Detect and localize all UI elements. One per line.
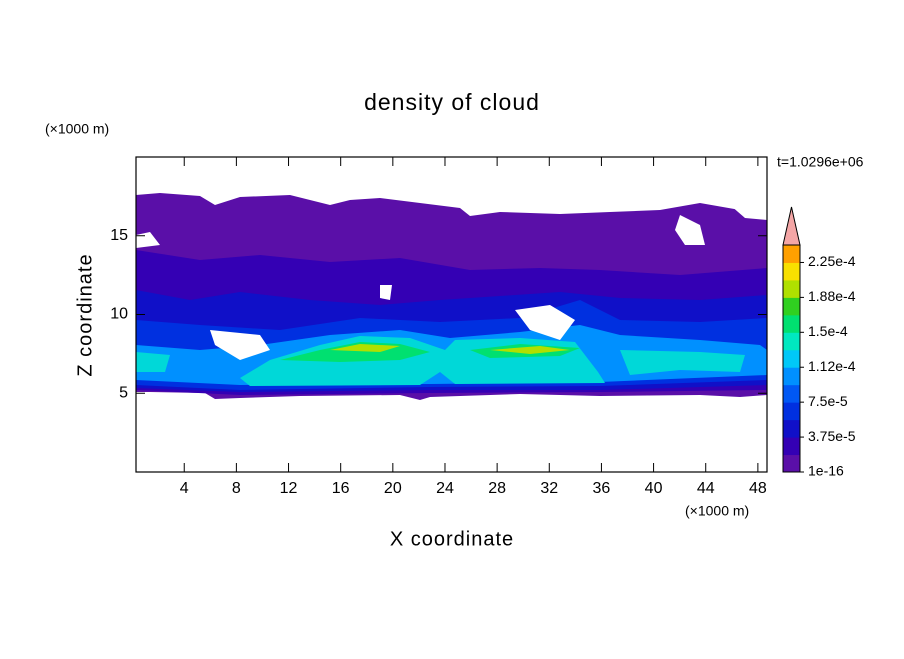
colorbar-band (783, 262, 800, 281)
colorbar-tick-label: 1e-16 (808, 463, 844, 479)
colorbar-band (783, 419, 800, 438)
colorbar-tick-label: 7.5e-5 (808, 393, 848, 409)
colorbar-band (783, 297, 800, 316)
x-tick-label: 20 (384, 480, 402, 497)
chart-title: density of cloud (364, 89, 540, 115)
x-tick-label: 36 (593, 480, 611, 497)
x-tick-label: 28 (488, 480, 506, 497)
x-tick-label: 4 (180, 480, 189, 497)
y-tick-label: 15 (110, 227, 128, 244)
colorbar-band (783, 314, 800, 333)
x-tick-label: 24 (436, 480, 454, 497)
colorbar-band (783, 367, 800, 386)
x-tick-label: 16 (332, 480, 350, 497)
colorbar-tick-label: 1.88e-4 (808, 288, 856, 304)
contour-field (136, 193, 767, 400)
contour-band (330, 344, 570, 354)
colorbar-band (783, 454, 800, 473)
x-unit: (×1000 m) (685, 503, 749, 519)
time-label: t=1.0296e+06 (777, 154, 864, 170)
y-unit: (×1000 m) (45, 121, 109, 137)
x-tick-label: 40 (645, 480, 663, 497)
colorbar-band (783, 332, 800, 351)
colorbar-band (783, 437, 800, 456)
colorbar-extend (782, 206, 801, 246)
colorbar-tick-label: 1.12e-4 (808, 358, 856, 374)
colorbar-band (783, 279, 800, 298)
x-tick-label: 48 (749, 480, 767, 497)
colorbar-band (783, 245, 800, 263)
colorbar-tick-label: 1.5e-4 (808, 323, 848, 339)
colorbar-band (783, 349, 800, 368)
x-tick-label: 12 (280, 480, 298, 497)
x-tick-label: 32 (540, 480, 558, 497)
contour-band (136, 336, 745, 386)
y-tick-label: 10 (110, 306, 128, 323)
colorbar-band (783, 384, 800, 403)
x-axis-label: X coordinate (390, 528, 514, 550)
colorbar-tick-label: 3.75e-5 (808, 428, 856, 444)
x-tick-label: 8 (232, 480, 241, 497)
y-tick-label: 5 (119, 384, 128, 401)
colorbar-band (783, 402, 800, 421)
y-axis-label: Z coordinate (74, 253, 96, 376)
colorbar-tick-label: 2.25e-4 (808, 253, 856, 269)
x-tick-label: 44 (697, 480, 715, 497)
